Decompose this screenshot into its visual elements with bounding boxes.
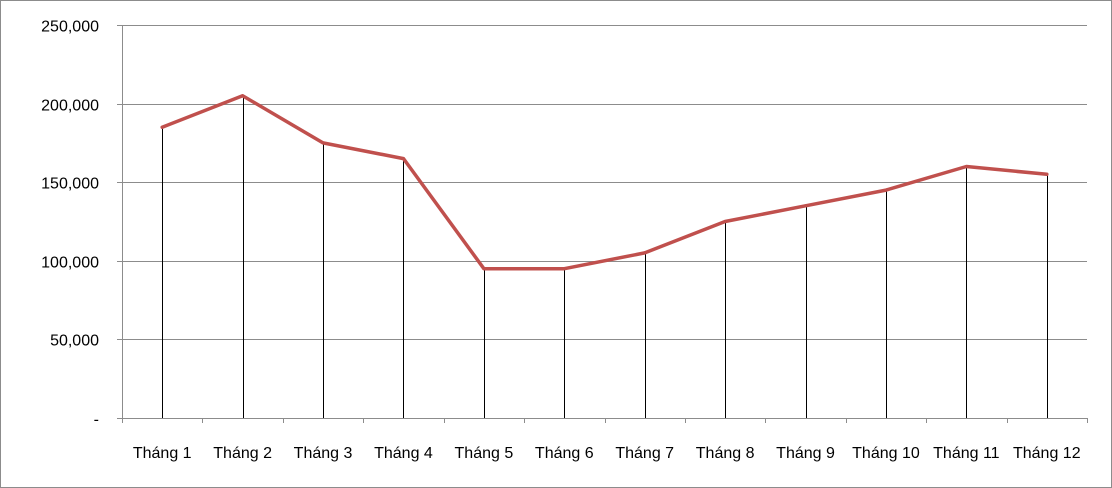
- x-tick-label: Tháng 11: [933, 445, 1000, 462]
- x-tick-label: Tháng 8: [696, 445, 755, 462]
- y-tick-label: 250,000: [41, 19, 99, 36]
- x-tick-label: Tháng 4: [374, 445, 433, 462]
- x-tick-label: Tháng 12: [1013, 445, 1081, 462]
- y-tick-label: 50,000: [50, 333, 99, 350]
- data-point: [321, 141, 325, 145]
- data-point: [964, 164, 968, 168]
- data-point: [401, 157, 405, 161]
- y-tick-label: 200,000: [41, 98, 99, 115]
- data-point: [804, 204, 808, 208]
- x-tick-label: Tháng 3: [294, 445, 353, 462]
- x-tick-label: Tháng 2: [213, 445, 272, 462]
- data-point: [1045, 172, 1049, 176]
- data-point: [723, 220, 727, 223]
- x-tick-label: Tháng 6: [535, 445, 594, 462]
- x-tick-label: Tháng 1: [133, 445, 192, 462]
- data-point: [241, 94, 245, 98]
- y-tick-label: 100,000: [41, 255, 99, 272]
- y-tick-label: 150,000: [41, 176, 99, 193]
- data-point: [643, 251, 647, 255]
- x-tick-label: Tháng 10: [852, 445, 920, 462]
- data-point: [160, 125, 164, 129]
- x-tick-label: Tháng 5: [455, 445, 514, 462]
- x-tick-label: Tháng 9: [776, 445, 835, 462]
- x-tick-label: Tháng 7: [615, 445, 674, 462]
- data-point: [562, 267, 566, 271]
- data-point: [482, 267, 486, 271]
- series-line: [160, 93, 1049, 271]
- data-point: [884, 188, 888, 192]
- y-tick-label: -: [94, 412, 99, 429]
